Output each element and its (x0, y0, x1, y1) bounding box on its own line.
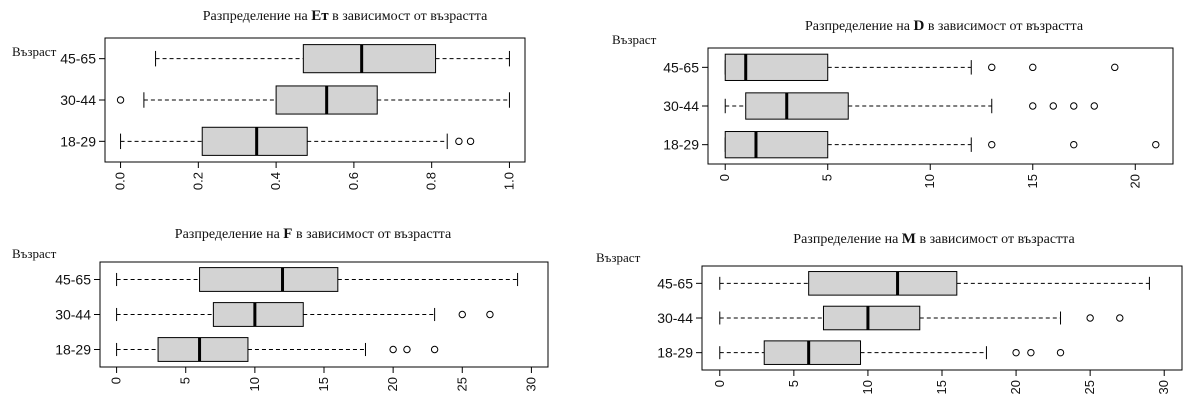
x-tick-label: 0.0 (113, 172, 128, 190)
outlier-point (455, 137, 463, 146)
chart-title-prefix: Разпределение на (793, 232, 902, 247)
box-45-65 (724, 53, 829, 81)
outlier-point (1070, 140, 1078, 149)
outlier-point (1012, 348, 1020, 357)
y-tick-label: 18-29 (657, 345, 693, 361)
outlier-point (1056, 348, 1065, 357)
box-18-29 (763, 340, 862, 365)
y-tick-label: 30-44 (55, 307, 91, 323)
outlier-point (458, 310, 466, 319)
x-tick-label: 25 (454, 377, 469, 391)
y-tick-label: 45-65 (55, 272, 91, 288)
x-tick-label: 0.2 (190, 172, 205, 190)
outlier-point (1086, 314, 1094, 322)
x-tick-label: 0.4 (268, 172, 283, 190)
chart-title-prefix: Разпределение на (805, 19, 914, 34)
outlier-point (1049, 102, 1057, 110)
box-30-44 (745, 92, 849, 120)
x-tick-label: 10 (860, 380, 875, 394)
x-tick-label: 15 (934, 380, 949, 394)
box-45-65 (302, 44, 437, 74)
chart-title-variable: D (913, 18, 924, 34)
x-tick-label: 10 (247, 377, 262, 391)
y-tick-label: 18-29 (663, 137, 699, 153)
y-tick-label: 45-65 (663, 59, 699, 75)
y-axis-title: Възраст (12, 246, 57, 261)
x-tick-label: 20 (1008, 380, 1023, 394)
outlier-point (486, 310, 494, 319)
chart-title-variable: Eт (311, 8, 329, 24)
x-tick-label: 0 (109, 377, 124, 384)
box-18-29 (724, 131, 829, 159)
outlier-point (389, 345, 397, 354)
chart-title-suffix: в зависимост от възрастта (924, 19, 1084, 34)
outlier-point (403, 345, 411, 354)
x-tick-label: 30 (523, 377, 538, 391)
y-axis-title: Възраст (12, 44, 57, 59)
y-tick-label: 18-29 (60, 133, 96, 149)
chart-title-variable: M (902, 231, 916, 247)
x-tick-label: 1.0 (501, 172, 516, 190)
chart-title: Разпределение на Eт в зависимост от възр… (203, 8, 488, 24)
x-tick-label: 0 (717, 174, 732, 181)
box-45-65 (199, 267, 339, 292)
y-axis-title: Възраст (596, 250, 641, 265)
outlier-point (1070, 102, 1078, 110)
outlier-point (988, 63, 996, 72)
x-tick-label: 0.8 (424, 172, 439, 190)
x-tick-label: 5 (178, 377, 193, 384)
y-tick-label: 18-29 (55, 342, 91, 358)
outlier-point (1111, 63, 1119, 72)
box-30-44 (212, 302, 304, 327)
boxplot-panel-1: Разпределение на Eт в зависимост от възр… (12, 8, 526, 190)
chart-title: Разпределение на D в зависимост от възра… (805, 18, 1084, 34)
x-tick-label: 5 (786, 380, 801, 387)
chart-title: Разпределение на M в зависимост от възра… (793, 231, 1075, 247)
x-tick-label: 15 (316, 377, 331, 391)
y-tick-label: 45-65 (60, 51, 96, 67)
x-tick-label: 0.6 (346, 172, 361, 190)
x-tick-label: 10 (922, 174, 937, 188)
chart-title-variable: F (283, 226, 292, 242)
outlier-point (430, 345, 439, 354)
y-tick-label: 30-44 (657, 310, 693, 326)
boxplot-panel-2: Разпределение на D в зависимост от възра… (612, 18, 1174, 188)
x-tick-label: 30 (1156, 380, 1171, 394)
x-tick-label: 25 (1082, 380, 1097, 394)
outlier-point (1090, 102, 1098, 110)
box-18-29 (201, 126, 308, 156)
x-tick-label: 15 (1025, 174, 1040, 188)
x-tick-label: 20 (1127, 174, 1142, 188)
y-tick-label: 30-44 (60, 92, 96, 108)
outlier-point (988, 140, 996, 149)
box-30-44 (822, 305, 921, 331)
outlier-point (1029, 63, 1037, 72)
outlier-point (1116, 314, 1124, 322)
chart-title: Разпределение на F в зависимост от възра… (175, 226, 452, 242)
chart-title-suffix: в зависимост от възрастта (329, 9, 489, 24)
chart-title-prefix: Разпределение на (175, 227, 284, 242)
outlier-point (1152, 140, 1160, 149)
x-tick-label: 5 (820, 174, 835, 181)
x-tick-label: 0 (712, 380, 727, 387)
chart-title-prefix: Разпределение на (203, 9, 312, 24)
box-18-29 (157, 337, 249, 362)
chart-title-suffix: в зависимост от възрастта (916, 232, 1076, 247)
boxplot-panel-3: Разпределение на F в зависимост от възра… (12, 226, 549, 391)
y-axis-title: Възраст (612, 32, 657, 47)
outlier-point (1029, 102, 1037, 110)
box-45-65 (808, 271, 958, 296)
outlier-point (466, 137, 475, 146)
outlier-point (1027, 348, 1035, 357)
boxplot-panel-4: Разпределение на M в зависимост от възра… (596, 231, 1183, 394)
x-tick-label: 20 (385, 377, 400, 391)
outlier-point (116, 96, 125, 104)
chart-title-suffix: в зависимост от възрастта (292, 227, 452, 242)
y-tick-label: 45-65 (657, 275, 693, 291)
y-tick-label: 30-44 (663, 98, 699, 114)
